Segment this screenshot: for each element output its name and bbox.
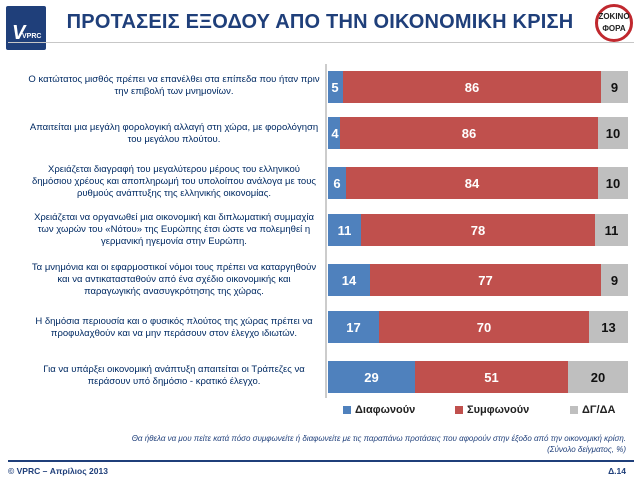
category-label: Χρειάζεται να οργανωθεί μια οικονομική κ… bbox=[34, 212, 314, 247]
data-label-disagree: 5 bbox=[331, 80, 338, 95]
category-label: Η δημόσια περιουσία και ο φυσικός πλούτο… bbox=[35, 316, 313, 339]
data-label-dkna: 9 bbox=[611, 273, 618, 288]
base-text: (Σύνολο δείγματος, %) bbox=[547, 445, 626, 454]
question-text: Θα ήθελα να μου πείτε κατά πόσο συμφωνεί… bbox=[131, 434, 626, 443]
bar-dkna bbox=[601, 71, 628, 103]
bar-dkna bbox=[568, 361, 628, 393]
legend-label: Διαφωνούν bbox=[355, 404, 416, 416]
legend-label: ΔΓ/ΔΑ bbox=[582, 404, 616, 416]
legend-swatch bbox=[570, 406, 578, 415]
data-label-agree: 70 bbox=[477, 320, 491, 335]
page-title: ΠΡΟΤΑΣΕΙΣ ΕΞΟΔΟΥ ΑΠΟ ΤΗΝ ΟΙΚΟΝΟΜΙΚΗ ΚΡΙΣ… bbox=[66, 11, 574, 33]
bar-agree bbox=[415, 361, 568, 393]
bar-disagree bbox=[328, 167, 346, 199]
category-label: Απαιτείται μια μεγάλη φορολογική αλλαγή … bbox=[29, 122, 319, 145]
page-number: Δ.14 bbox=[608, 466, 626, 476]
legend-item-disagree: Διαφωνούν bbox=[343, 404, 415, 418]
copyright: © VPRC – Απρίλιος 2013 bbox=[8, 466, 108, 476]
bar-agree bbox=[379, 311, 589, 343]
badge-line-1: ΖΟΚΙΝΟ bbox=[598, 12, 630, 21]
data-label-disagree: 29 bbox=[364, 370, 378, 385]
bar-disagree bbox=[328, 311, 379, 343]
data-label-disagree: 6 bbox=[333, 176, 340, 191]
data-label-agree: 51 bbox=[484, 370, 498, 385]
bar-dkna bbox=[598, 117, 628, 149]
logo-mark: V bbox=[12, 22, 26, 44]
bar-agree bbox=[370, 264, 601, 296]
footer-divider bbox=[8, 460, 634, 462]
bar-agree bbox=[340, 117, 598, 149]
category-label: Τα μνημόνια και οι εφαρμοστικοί νόμοι το… bbox=[31, 262, 317, 297]
bar-disagree bbox=[328, 117, 340, 149]
category-label: Χρειάζεται διαγραφή του μεγαλύτερου μέρο… bbox=[31, 164, 316, 199]
bar-agree bbox=[361, 214, 595, 246]
bar-dkna bbox=[595, 214, 628, 246]
bar-dkna bbox=[589, 311, 628, 343]
bar-disagree bbox=[328, 71, 343, 103]
data-label-dkna: 10 bbox=[606, 176, 620, 191]
data-label-disagree: 4 bbox=[331, 126, 339, 141]
bar-disagree bbox=[328, 214, 361, 246]
data-label-dkna: 11 bbox=[605, 223, 619, 238]
bar-dkna bbox=[598, 167, 628, 199]
bar-dkna bbox=[601, 264, 628, 296]
publication-badge: ΖΟΚΙΝΟ ΦΟΡΑ bbox=[595, 4, 633, 42]
logo-text: VPRC bbox=[22, 33, 42, 40]
legend-swatch bbox=[343, 406, 351, 415]
bar-agree bbox=[346, 167, 598, 199]
data-label-agree: 86 bbox=[465, 80, 479, 95]
bar-disagree bbox=[328, 264, 370, 296]
data-label-disagree: 14 bbox=[342, 273, 357, 288]
data-label-agree: 78 bbox=[471, 223, 485, 238]
data-label-dkna: 13 bbox=[601, 320, 615, 335]
data-label-dkna: 20 bbox=[591, 370, 605, 385]
category-label: Ο κατώτατος μισθός πρέπει να επανέλθει σ… bbox=[28, 74, 320, 97]
question-note: Θα ήθελα να μου πείτε κατά πόσο συμφωνεί… bbox=[26, 433, 626, 455]
category-label: Για να υπάρξει οικονομική ανάπτυξη απαιτ… bbox=[43, 364, 305, 387]
data-label-disagree: 11 bbox=[338, 223, 352, 238]
header-divider bbox=[8, 42, 634, 43]
legend-swatch bbox=[455, 406, 463, 415]
data-label-agree: 77 bbox=[478, 273, 492, 288]
data-label-agree: 86 bbox=[462, 126, 476, 141]
data-label-dkna: 10 bbox=[606, 126, 620, 141]
data-label-agree: 84 bbox=[465, 176, 480, 191]
badge-line-2: ΦΟΡΑ bbox=[602, 24, 626, 33]
legend-label: Συμφωνούν bbox=[467, 404, 530, 416]
data-label-disagree: 17 bbox=[346, 320, 360, 335]
data-label-dkna: 9 bbox=[611, 80, 618, 95]
bar-agree bbox=[343, 71, 601, 103]
legend-item-agree: Συμφωνούν bbox=[455, 404, 529, 418]
legend-item-dk-na: ΔΓ/ΔΑ bbox=[570, 404, 615, 418]
bar-disagree bbox=[328, 361, 415, 393]
